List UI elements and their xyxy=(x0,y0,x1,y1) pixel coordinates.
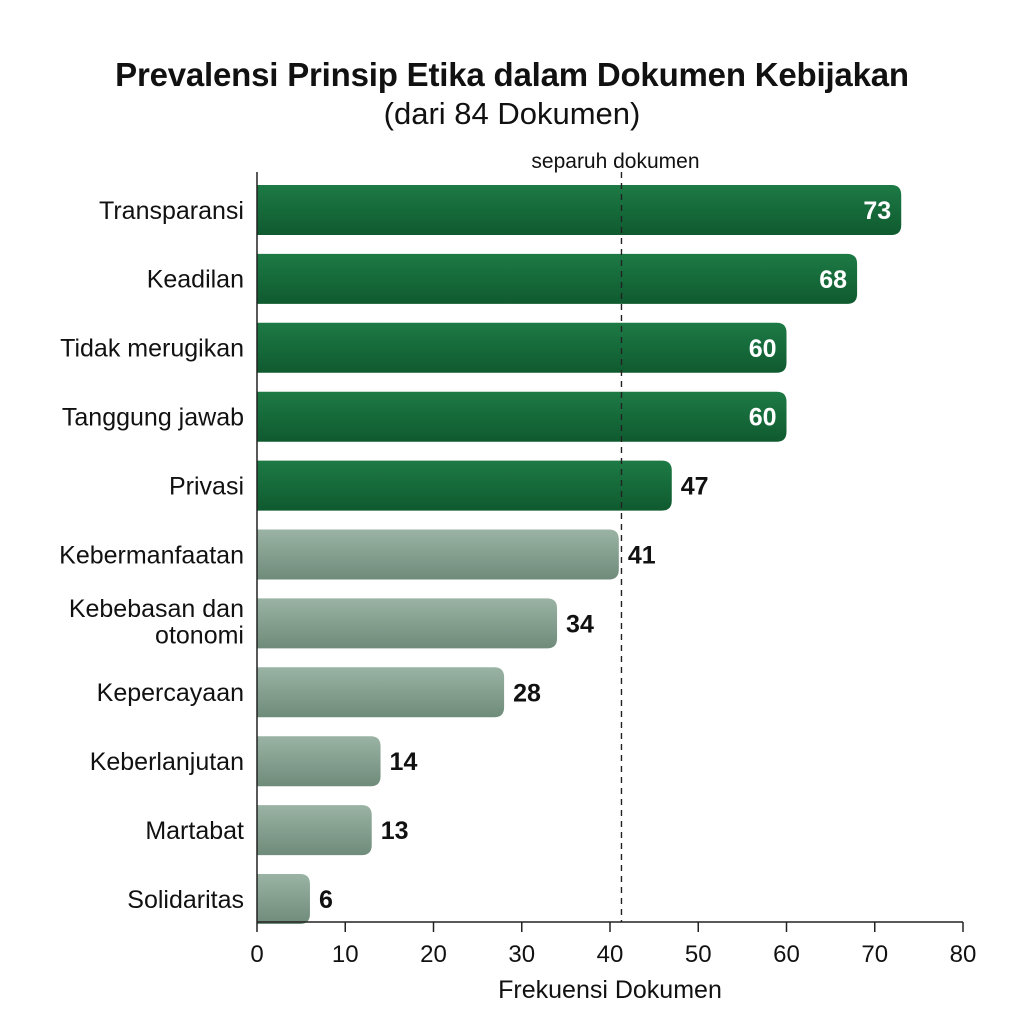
category-label: Keberlanjutan xyxy=(90,748,244,776)
category-label: Keadilan xyxy=(147,266,244,294)
category-label-line: Martabat xyxy=(145,817,244,845)
value-label: 34 xyxy=(566,610,594,638)
bar xyxy=(257,391,787,442)
bar xyxy=(257,185,902,235)
x-axis-title: Frekuensi Dokumen xyxy=(498,976,722,1004)
reference-line-label: separuh dokumen xyxy=(531,150,699,173)
bar xyxy=(257,805,372,856)
category-label-line: Keberlanjutan xyxy=(90,748,244,776)
bar xyxy=(257,736,381,787)
bar xyxy=(257,667,505,718)
value-label: 73 xyxy=(863,197,891,225)
category-label: Privasi xyxy=(169,472,244,500)
value-label: 68 xyxy=(819,266,847,294)
x-tick-label: 40 xyxy=(597,941,624,968)
x-tick-label: 10 xyxy=(332,941,359,968)
bar xyxy=(257,529,619,580)
category-label-line: Privasi xyxy=(169,472,244,500)
value-label: 28 xyxy=(513,679,541,707)
category-label: Martabat xyxy=(145,817,244,845)
category-label-line: Keadilan xyxy=(147,266,244,294)
value-label: 13 xyxy=(381,817,409,845)
category-label: Tanggung jawab xyxy=(62,403,244,431)
category-label-line: Kebebasan dan xyxy=(69,595,244,623)
bar xyxy=(257,253,858,304)
x-tick-label: 80 xyxy=(950,941,977,968)
category-label: Solidaritas xyxy=(127,886,244,914)
category-label-line: Solidaritas xyxy=(127,886,244,914)
x-tick-label: 0 xyxy=(250,941,263,968)
value-label: 41 xyxy=(628,542,656,570)
category-label-line: Transparansi xyxy=(99,197,244,225)
category-label: Tidak merugikan xyxy=(60,335,244,363)
category-label-line: Tanggung jawab xyxy=(62,403,244,431)
chart-title: Prevalensi Prinsip Etika dalam Dokumen K… xyxy=(115,56,909,93)
bar xyxy=(257,874,310,924)
value-label: 60 xyxy=(749,404,777,432)
category-label: Kepercayaan xyxy=(97,679,244,707)
category-label: Transparansi xyxy=(99,197,244,225)
value-label: 14 xyxy=(390,748,418,776)
x-tick-label: 60 xyxy=(773,941,800,968)
category-label-line: otonomi xyxy=(155,621,244,649)
x-tick-label: 50 xyxy=(685,941,712,968)
category-label-line: Tidak merugikan xyxy=(60,335,244,363)
x-tick-label: 70 xyxy=(861,941,888,968)
category-label: Kebebasan dan otonomi xyxy=(69,595,244,649)
x-tick-label: 20 xyxy=(420,941,447,968)
bar xyxy=(257,460,672,511)
bar xyxy=(257,322,787,373)
x-tick-label: 30 xyxy=(508,941,535,968)
value-label: 47 xyxy=(681,473,709,501)
category-label: Kebermanfaatan xyxy=(59,541,244,569)
value-label: 60 xyxy=(749,335,777,363)
value-label: 6 xyxy=(319,886,333,914)
category-label-line: Kepercayaan xyxy=(97,679,244,707)
chart-subtitle: (dari 84 Dokumen) xyxy=(383,96,641,131)
bar xyxy=(257,598,558,649)
category-label-line: Kebermanfaatan xyxy=(59,541,244,569)
